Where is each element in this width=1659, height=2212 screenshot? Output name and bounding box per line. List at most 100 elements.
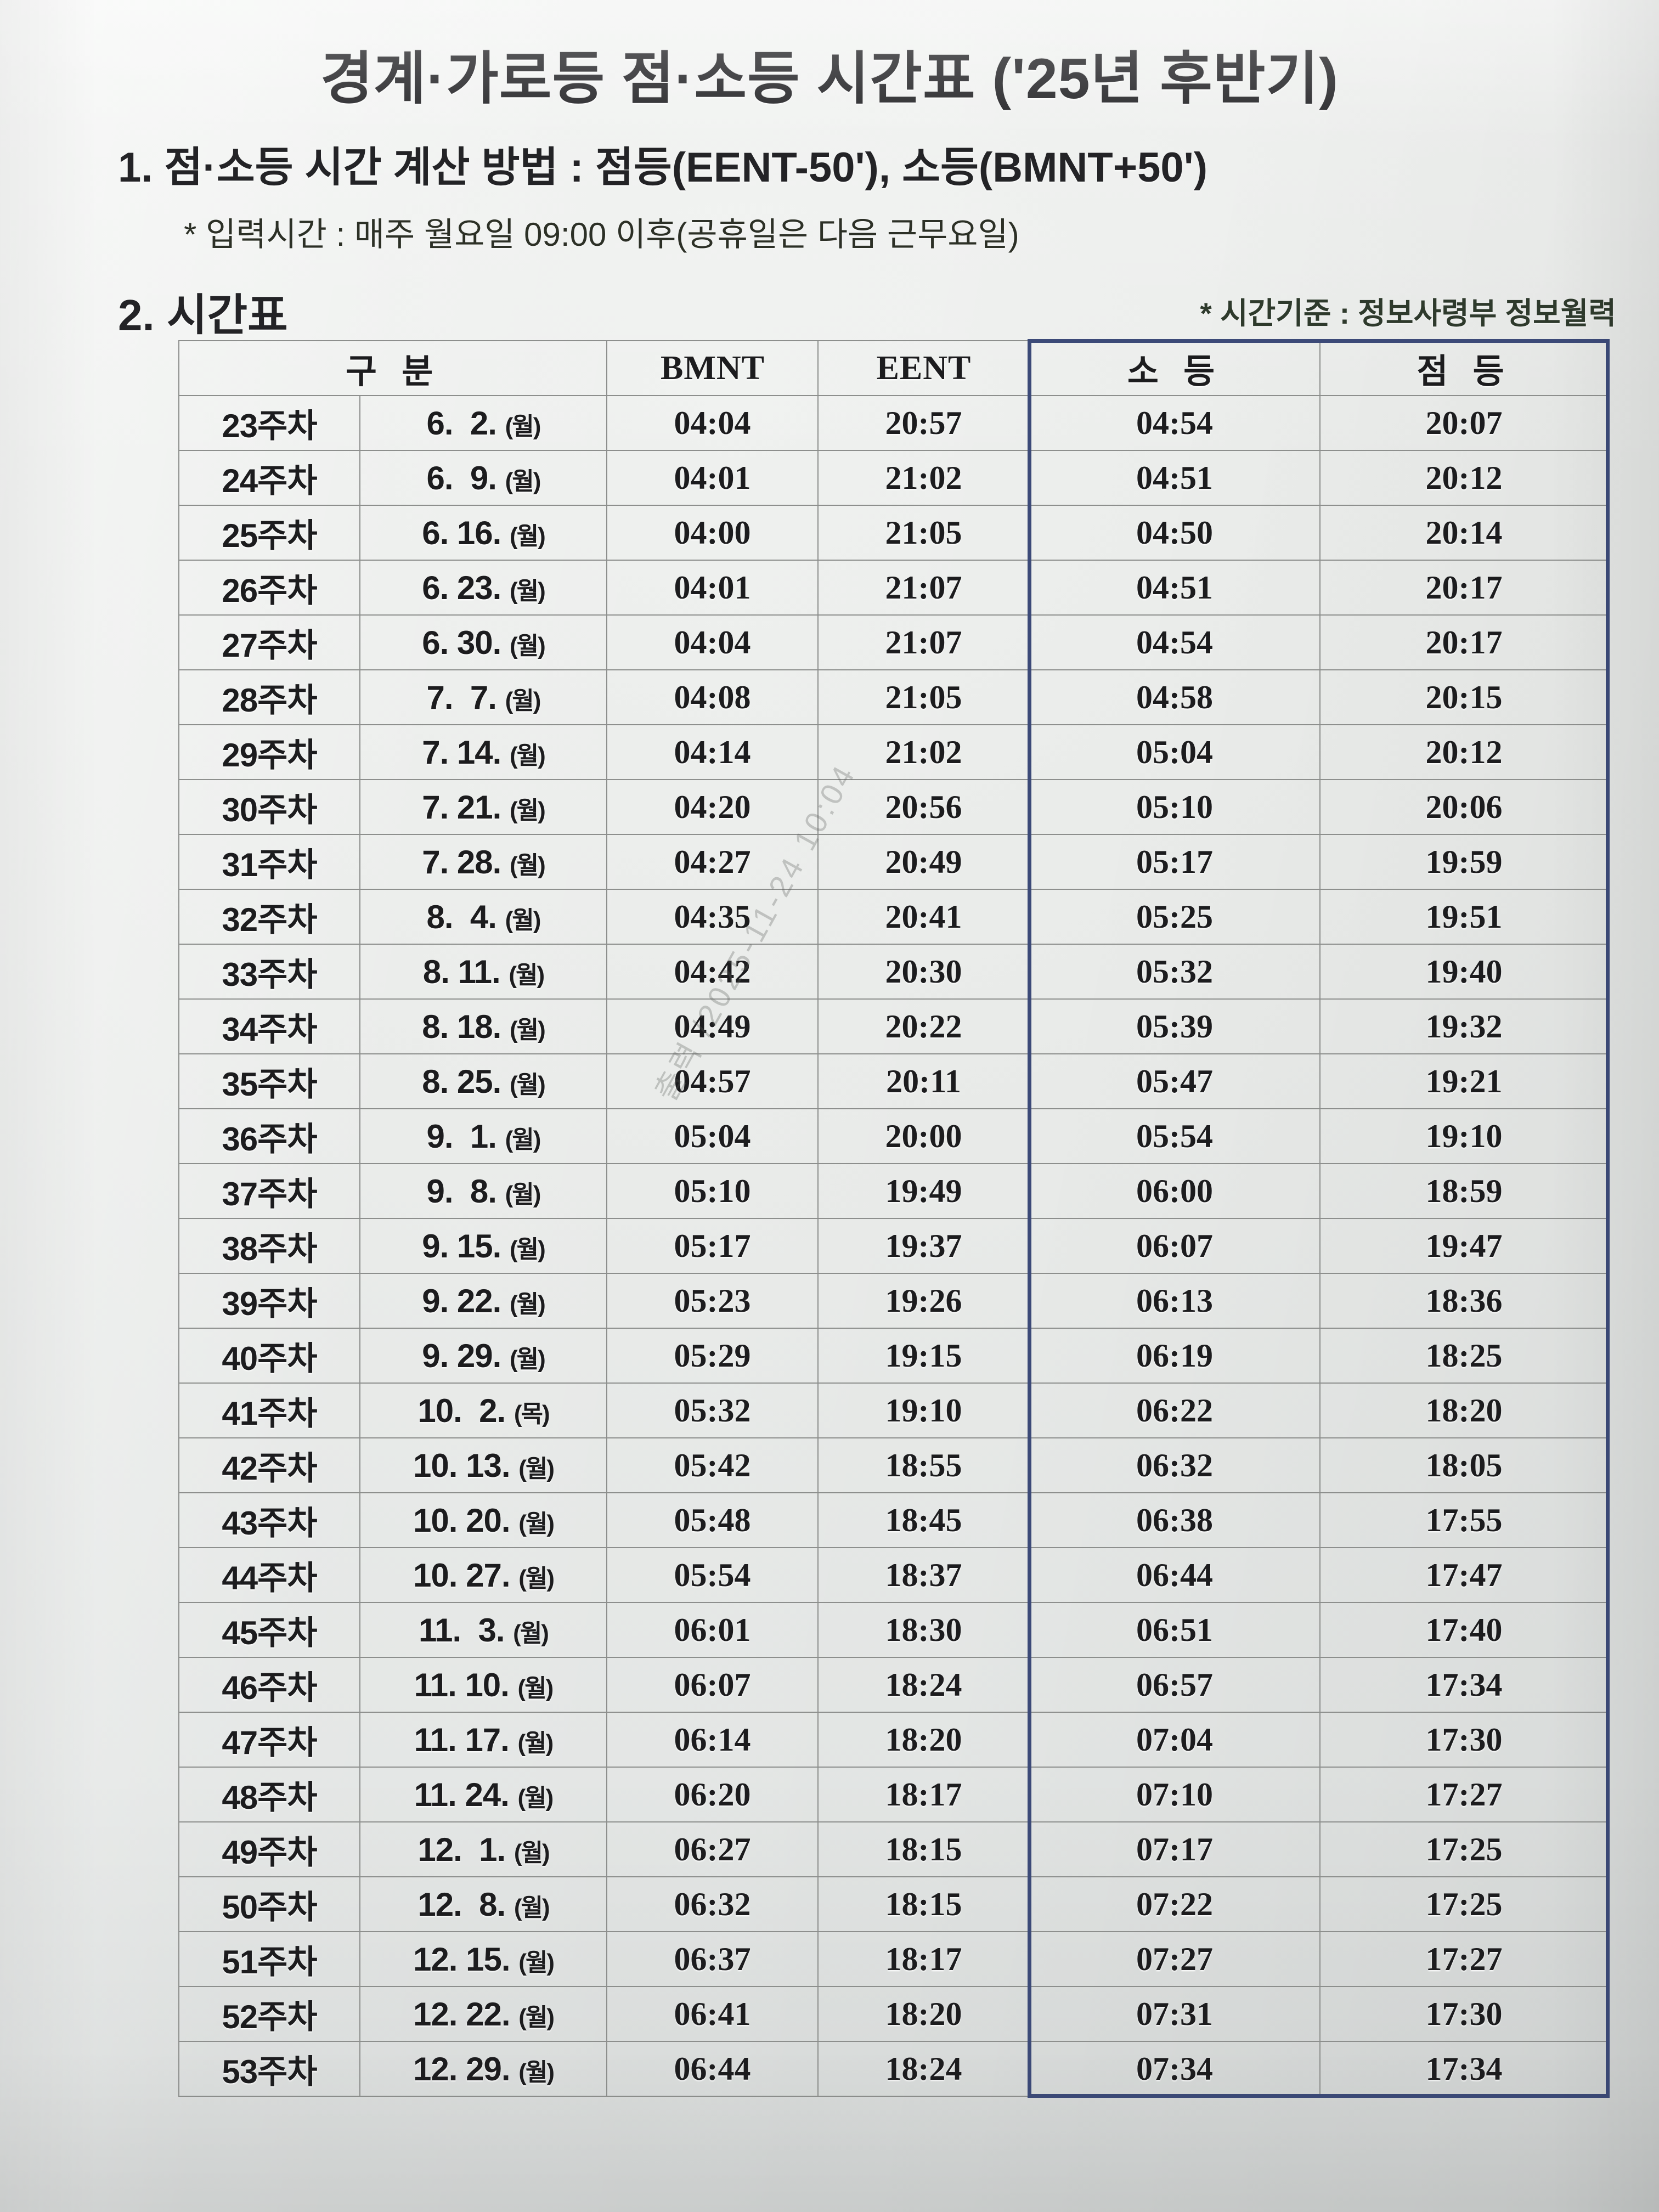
cell-day-of-week: (월)	[510, 1235, 546, 1263]
cell-eent: 21:02	[817, 724, 1030, 780]
cell-date: 7. 28. (월)	[359, 834, 607, 890]
cell-eent: 20:30	[817, 944, 1030, 1000]
cell-sodeung: 05:17	[1029, 834, 1321, 890]
table-header: 구 분 BMNT EENT 소 등 점 등	[178, 340, 1609, 396]
cell-date-value: 9. 15.	[422, 1227, 501, 1265]
cell-eent: 18:45	[817, 1492, 1030, 1548]
cell-jeomdeung: 20:06	[1319, 779, 1609, 835]
page-shading-left	[0, 0, 99, 2212]
cell-date-value: 12. 8.	[417, 1886, 506, 1923]
cell-day-of-week: (월)	[510, 1345, 546, 1373]
cell-jeomdeung: 19:47	[1319, 1218, 1609, 1274]
cell-week: 51주차	[178, 1931, 360, 1987]
column-header-sodeung: 소 등	[1029, 340, 1321, 396]
cell-day-of-week: (월)	[509, 961, 545, 989]
cell-date-value: 6. 30.	[422, 624, 501, 661]
cell-bmnt: 06:41	[606, 1986, 819, 2042]
cell-week: 44주차	[178, 1547, 360, 1603]
cell-date: 9. 15. (월)	[359, 1218, 607, 1274]
cell-week: 41주차	[178, 1383, 360, 1438]
cell-day-of-week: (월)	[510, 522, 546, 550]
cell-eent: 18:15	[817, 1821, 1030, 1877]
table-row: 47주차 11. 17. (월) 06:14 18:20 07:04 17:30	[178, 1712, 1609, 1768]
cell-bmnt: 05:23	[606, 1273, 819, 1329]
cell-day-of-week: (월)	[513, 1620, 549, 1647]
cell-eent: 18:24	[817, 2041, 1030, 2097]
table-row: 24주차 6. 9. (월) 04:01 21:02 04:51 20:12	[178, 450, 1609, 506]
cell-date: 9. 29. (월)	[359, 1328, 607, 1384]
cell-bmnt: 04:57	[606, 1053, 819, 1109]
cell-jeomdeung: 19:51	[1319, 889, 1609, 945]
cell-week: 48주차	[178, 1767, 360, 1822]
cell-day-of-week: (월)	[518, 2058, 555, 2086]
cell-bmnt: 06:01	[606, 1602, 819, 1658]
cell-jeomdeung: 17:25	[1319, 1876, 1609, 1932]
cell-jeomdeung: 17:27	[1319, 1931, 1609, 1987]
cell-bmnt: 05:48	[606, 1492, 819, 1548]
table-row: 39주차 9. 22. (월) 05:23 19:26 06:13 18:36	[178, 1273, 1609, 1329]
cell-bmnt: 04:14	[606, 724, 819, 780]
cell-date: 11. 17. (월)	[359, 1712, 607, 1768]
cell-week: 40주차	[178, 1328, 360, 1384]
cell-date: 10. 2. (목)	[359, 1383, 607, 1438]
cell-bmnt: 05:32	[606, 1383, 819, 1438]
cell-week: 35주차	[178, 1053, 360, 1109]
cell-eent: 21:02	[817, 450, 1030, 506]
cell-sodeung: 07:34	[1029, 2041, 1321, 2097]
cell-jeomdeung: 20:17	[1319, 560, 1609, 616]
cell-day-of-week: (월)	[510, 1016, 546, 1043]
cell-bmnt: 06:27	[606, 1821, 819, 1877]
table-body: 23주차 6. 2. (월) 04:04 20:57 04:54 20:07 24주차 6. …	[178, 395, 1609, 2097]
cell-date-value: 9. 1.	[426, 1118, 497, 1155]
cell-eent: 19:37	[817, 1218, 1030, 1274]
cell-sodeung: 07:22	[1029, 1876, 1321, 1932]
table-row: 48주차 11. 24. (월) 06:20 18:17 07:10 17:27	[178, 1767, 1609, 1822]
section-2-header-row: 2. 시간표 * 시간기준 : 정보사령부 정보월력	[0, 280, 1659, 340]
cell-day-of-week: (월)	[518, 1510, 555, 1537]
cell-week: 23주차	[178, 395, 360, 451]
cell-sodeung: 04:50	[1029, 505, 1321, 561]
cell-week: 36주차	[178, 1108, 360, 1164]
cell-date-value: 11. 17.	[414, 1721, 510, 1758]
cell-week: 49주차	[178, 1821, 360, 1877]
cell-bmnt: 05:17	[606, 1218, 819, 1274]
cell-eent: 19:49	[817, 1163, 1030, 1219]
cell-bmnt: 04:08	[606, 669, 819, 725]
cell-eent: 20:22	[817, 998, 1030, 1054]
cell-jeomdeung: 19:40	[1319, 944, 1609, 1000]
cell-day-of-week: (월)	[510, 742, 546, 769]
cell-eent: 18:17	[817, 1931, 1030, 1987]
cell-sodeung: 05:04	[1029, 724, 1321, 780]
cell-day-of-week: (월)	[505, 906, 541, 934]
cell-bmnt: 04:00	[606, 505, 819, 561]
cell-date: 8. 4. (월)	[359, 889, 607, 945]
cell-jeomdeung: 17:34	[1319, 2041, 1609, 2097]
cell-jeomdeung: 20:07	[1319, 395, 1609, 451]
cell-week: 45주차	[178, 1602, 360, 1658]
cell-day-of-week: (월)	[518, 2004, 555, 2031]
table-row: 30주차 7. 21. (월) 04:20 20:56 05:10 20:06	[178, 779, 1609, 835]
cell-day-of-week: (월)	[518, 1949, 555, 1976]
cell-sodeung: 04:51	[1029, 560, 1321, 616]
cell-week: 31주차	[178, 834, 360, 890]
schedule-table: 구 분 BMNT EENT 소 등 점 등 23주차 6. 2. (월) 04:04…	[178, 340, 1609, 2097]
cell-jeomdeung: 19:32	[1319, 998, 1609, 1054]
table-row: 52주차 12. 22. (월) 06:41 18:20 07:31 17:30	[178, 1986, 1609, 2042]
cell-date: 12. 1. (월)	[359, 1821, 607, 1877]
cell-sodeung: 05:47	[1029, 1053, 1321, 1109]
cell-day-of-week: (목)	[514, 1400, 550, 1427]
cell-date-value: 6. 9.	[426, 459, 497, 496]
cell-date-value: 10. 20.	[413, 1502, 510, 1539]
cell-week: 43주차	[178, 1492, 360, 1548]
cell-sodeung: 07:04	[1029, 1712, 1321, 1768]
column-header-eent: EENT	[817, 340, 1030, 396]
cell-week: 33주차	[178, 944, 360, 1000]
column-header-jeomdeung: 점 등	[1319, 340, 1609, 396]
cell-jeomdeung: 20:15	[1319, 669, 1609, 725]
cell-day-of-week: (월)	[510, 1071, 546, 1098]
cell-day-of-week: (월)	[518, 1455, 555, 1482]
cell-week: 46주차	[178, 1657, 360, 1713]
cell-day-of-week: (월)	[517, 1729, 554, 1757]
cell-date: 6. 2. (월)	[359, 395, 607, 451]
cell-date-value: 6. 16.	[422, 514, 501, 551]
